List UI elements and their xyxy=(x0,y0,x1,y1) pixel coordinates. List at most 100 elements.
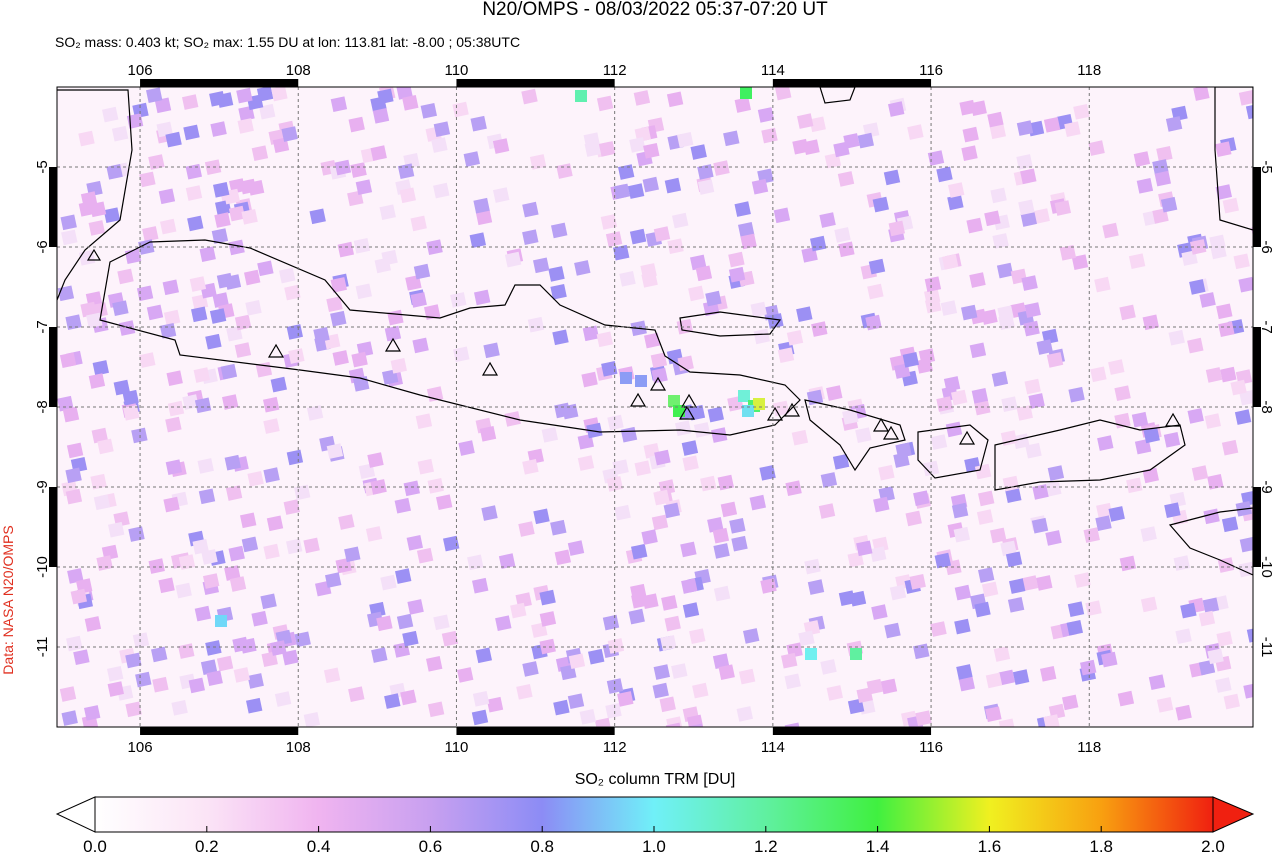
so2-pixel xyxy=(856,540,873,557)
so2-pixel xyxy=(160,218,177,235)
so2-pixel xyxy=(753,398,765,410)
y-tick-label-left: -9 xyxy=(34,480,51,493)
so2-pixel xyxy=(90,473,107,490)
so2-pixel xyxy=(1119,304,1136,321)
so2-pixel xyxy=(905,510,922,527)
so2-pixel xyxy=(234,342,252,358)
so2-pixel xyxy=(1215,184,1232,200)
title: N20/OMPS - 08/03/2022 05:37-07:20 UT xyxy=(482,0,828,20)
y-tick-label-left: -7 xyxy=(34,320,51,333)
so2-pixel xyxy=(166,370,183,387)
colorbar-tick-label: 1.6 xyxy=(978,837,1002,853)
so2-pixel xyxy=(229,576,247,592)
x-tick-label-bottom: 112 xyxy=(603,739,627,756)
so2-pixel xyxy=(834,227,851,243)
so2-pixel xyxy=(693,422,711,438)
so2-pixel xyxy=(1239,536,1253,553)
so2-pixel xyxy=(652,682,669,699)
so2-pixel xyxy=(162,279,179,296)
so2-pixel xyxy=(777,347,795,364)
so2-pixel xyxy=(842,408,859,425)
so2-pixel xyxy=(188,677,205,694)
so2-pixel xyxy=(70,588,87,605)
so2-pixel xyxy=(185,185,203,201)
so2-pixel xyxy=(236,87,253,104)
so2-pixel xyxy=(379,204,396,221)
so2-pixel xyxy=(107,681,124,697)
so2-pixel xyxy=(426,239,443,256)
coastline-sumba xyxy=(1168,507,1253,576)
so2-pixel xyxy=(191,306,208,323)
frame-bar xyxy=(1253,487,1261,567)
so2-pixel xyxy=(681,440,699,456)
so2-pixel xyxy=(653,226,671,242)
so2-pixel xyxy=(1207,648,1224,665)
so2-pixel xyxy=(1221,516,1239,533)
so2-pixel xyxy=(374,257,391,274)
so2-pixel xyxy=(251,145,269,162)
so2-pixel xyxy=(889,584,907,601)
so2-pixel xyxy=(981,581,999,598)
so2-pixel xyxy=(1243,682,1253,699)
so2-pixel xyxy=(65,488,83,505)
so2-pixel xyxy=(784,673,801,690)
so2-pixel xyxy=(581,371,598,388)
so2-pixel xyxy=(661,595,678,611)
so2-pixel xyxy=(427,477,444,494)
so2-pixel xyxy=(197,458,214,474)
so2-pixel xyxy=(112,300,129,317)
so2-pixel xyxy=(492,138,510,154)
so2-pixel xyxy=(232,636,249,653)
so2-pixel xyxy=(245,299,262,316)
so2-pixel xyxy=(1032,484,1049,500)
so2-pixel xyxy=(909,573,926,590)
so2-pixel xyxy=(717,474,734,491)
so2-pixel xyxy=(804,558,821,575)
so2-pixel xyxy=(705,290,722,307)
frame-bars xyxy=(49,79,1261,735)
so2-pixel xyxy=(587,648,605,665)
so2-pixel xyxy=(394,568,412,584)
frame-bar xyxy=(456,79,615,87)
so2-pixel xyxy=(185,163,202,180)
so2-pixel xyxy=(67,568,84,584)
x-tick-label-bottom: 106 xyxy=(128,739,153,756)
so2-pixel xyxy=(738,221,755,238)
so2-pixel xyxy=(1008,578,1026,594)
so2-pixel xyxy=(284,284,301,301)
frame-bar xyxy=(1253,167,1261,247)
so2-pixel xyxy=(1140,526,1157,542)
so2-pixel xyxy=(65,314,82,331)
so2-pixel xyxy=(431,137,448,153)
so2-pixel xyxy=(441,630,459,647)
so2-pixel xyxy=(78,130,95,147)
so2-pixel xyxy=(1187,337,1204,354)
so2-pixel xyxy=(493,187,510,203)
so2-pixel xyxy=(125,701,142,718)
so2-pixel xyxy=(976,509,994,525)
so2-pixel xyxy=(1218,321,1235,338)
so2-pixel xyxy=(818,503,836,519)
so2-pixel xyxy=(1221,439,1239,456)
so2-pixel xyxy=(695,265,713,282)
so2-pixel xyxy=(718,664,735,681)
so2-pixel xyxy=(871,604,888,620)
so2-pixel xyxy=(224,454,241,471)
so2-pixel xyxy=(1005,487,1022,504)
so2-pixel xyxy=(1205,367,1223,383)
frame-bar xyxy=(140,727,299,735)
so2-pixel xyxy=(1059,244,1077,261)
coastline-borneo xyxy=(819,87,1253,231)
so2-pixel xyxy=(241,536,259,553)
so2-pixel xyxy=(433,121,451,138)
so2-pixel xyxy=(417,458,434,475)
so2-pixel xyxy=(416,547,434,564)
so2-pixel xyxy=(1021,275,1038,291)
colorbar-tick-label: 0.2 xyxy=(195,837,219,853)
so2-pixel xyxy=(734,201,751,217)
so2-pixel xyxy=(1108,359,1125,375)
so2-pixel xyxy=(237,118,254,134)
so2-pixel xyxy=(930,621,947,637)
so2-pixel xyxy=(117,268,134,285)
x-tick-label-bottom: 110 xyxy=(444,739,468,756)
